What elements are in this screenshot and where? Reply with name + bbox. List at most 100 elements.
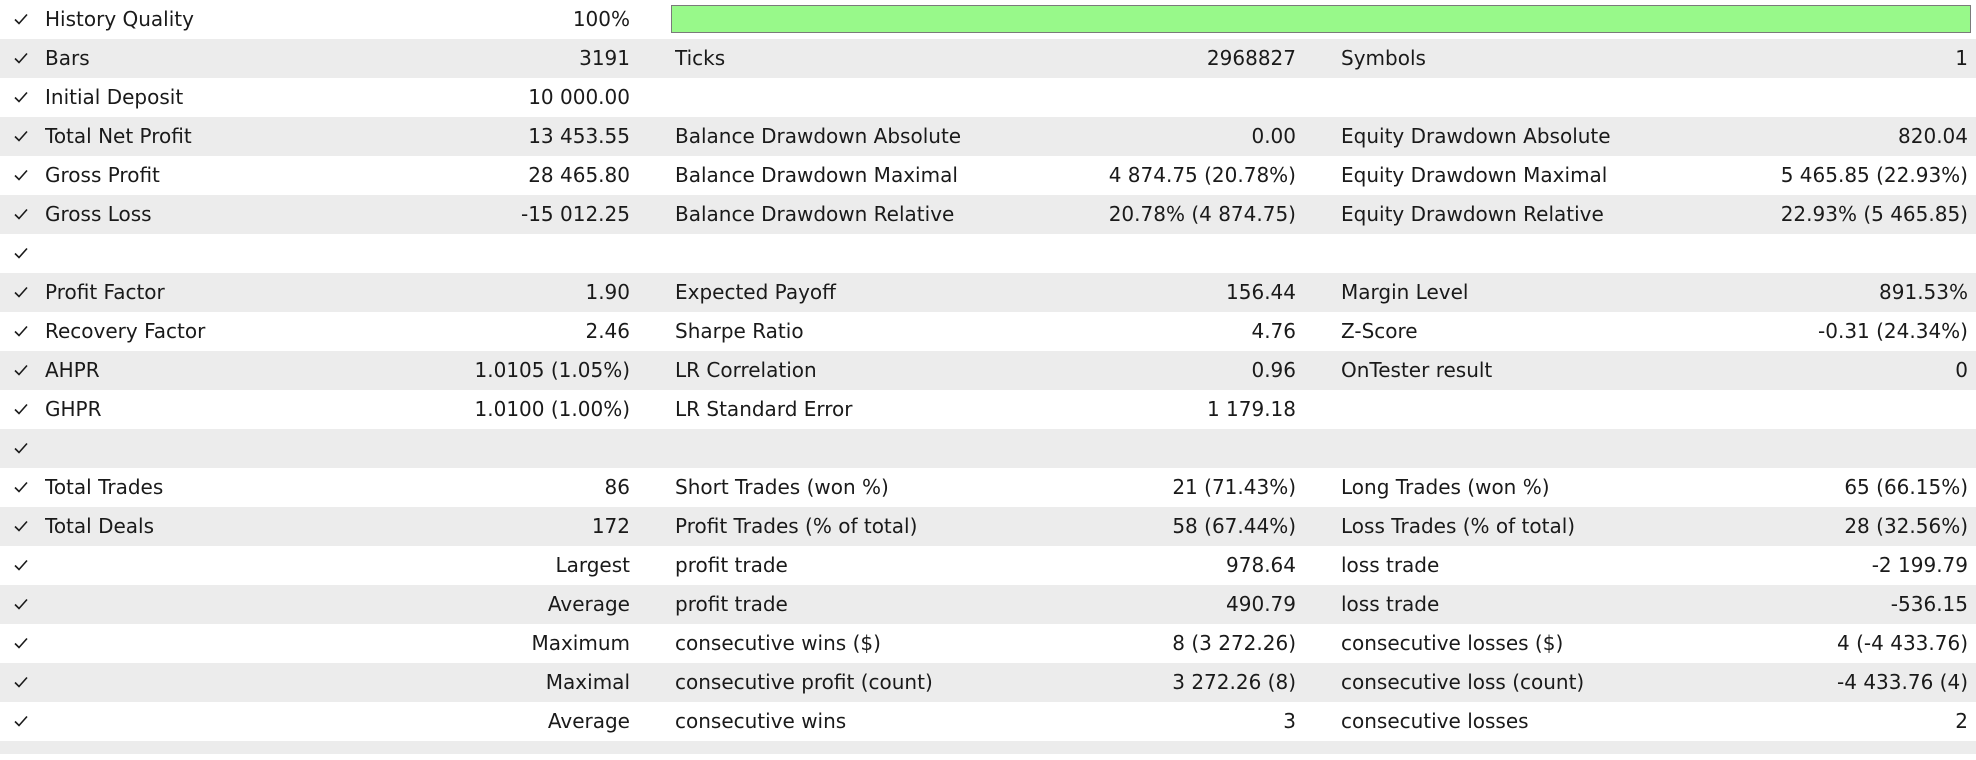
checkmark-icon[interactable]: [14, 468, 32, 507]
checkmark-icon[interactable]: [14, 351, 32, 390]
metric-label: loss trade: [1341, 553, 1440, 577]
report-row[interactable]: Profit Factor 1.90 Expected Payoff 156.44 Ma…: [0, 273, 1976, 312]
metric-value: 2.46: [585, 319, 630, 343]
checkmark-icon[interactable]: [14, 234, 32, 273]
metric-label: LR Standard Error: [675, 397, 853, 421]
metric-value: 5 465.85 (22.93%): [1780, 163, 1968, 187]
metric-value: Average: [547, 709, 630, 733]
metric-value: 58 (67.44%): [1172, 514, 1296, 538]
report-rows: Bars 3191 Ticks 2968827 Symbols 1 Initial Depo…: [0, 39, 1976, 754]
metric-label: profit trade: [675, 553, 788, 577]
metric-value: 820.04: [1898, 124, 1968, 148]
metric-value: Average: [547, 592, 630, 616]
metric-value: 490.79: [1226, 592, 1296, 616]
metric-label: consecutive losses: [1341, 709, 1529, 733]
checkmark-icon[interactable]: [14, 585, 32, 624]
checkmark-icon[interactable]: [14, 117, 32, 156]
checkmark-icon[interactable]: [14, 195, 32, 234]
metric-value: 2: [1955, 709, 1968, 733]
metric-label: Initial Deposit: [45, 85, 184, 109]
metric-value: 10 000.00: [528, 85, 630, 109]
metric-value: -4 433.76 (4): [1837, 670, 1968, 694]
metric-label: Gross Profit: [45, 163, 160, 187]
metric-value: Maximal: [545, 670, 630, 694]
metric-value: 1 179.18: [1206, 397, 1296, 421]
checkmark-icon[interactable]: [14, 312, 32, 351]
metric-label: Recovery Factor: [45, 319, 206, 343]
report-row[interactable]: [0, 429, 1976, 468]
checkmark-icon[interactable]: [14, 156, 32, 195]
report-row[interactable]: Average consecutive wins 3 consecutive loss…: [0, 702, 1976, 741]
metric-label: Sharpe Ratio: [675, 319, 804, 343]
metric-value: 13 453.55: [528, 124, 630, 148]
metric-label: consecutive profit (count): [675, 670, 933, 694]
metric-value: 0: [1955, 358, 1968, 382]
metric-value: 28 465.80: [528, 163, 630, 187]
report-row[interactable]: Maximum consecutive wins ($) 8 (3 272.26) c…: [0, 624, 1976, 663]
metric-value: 891.53%: [1879, 280, 1968, 304]
metric-label: Z-Score: [1341, 319, 1418, 343]
metric-label: consecutive wins: [675, 709, 847, 733]
report-row-history-quality[interactable]: History Quality 100%: [0, 0, 1976, 39]
metric-label: Total Net Profit: [45, 124, 192, 148]
history-quality-bar-fill: [672, 6, 1970, 32]
report-row[interactable]: Total Net Profit 13 453.55 Balance Drawdow…: [0, 117, 1976, 156]
metric-label: Margin Level: [1341, 280, 1469, 304]
report-row[interactable]: Total Deals 172 Profit Trades (% of total)…: [0, 507, 1976, 546]
metric-label: AHPR: [45, 358, 100, 382]
metric-value: 0.96: [1251, 358, 1296, 382]
metric-label: Balance Drawdown Absolute: [675, 124, 962, 148]
metric-value: -2 199.79: [1871, 553, 1968, 577]
metric-value: 21 (71.43%): [1172, 475, 1296, 499]
report-row[interactable]: Total Trades 86 Short Trades (won %) 21 (71…: [0, 468, 1976, 507]
report-row[interactable]: Initial Deposit 10 000.00: [0, 78, 1976, 117]
checkmark-icon[interactable]: [14, 507, 32, 546]
metric-value: 0.00: [1251, 124, 1296, 148]
checkmark-icon[interactable]: [14, 741, 32, 754]
report-row[interactable]: Maximal consecutive profit (count) 3 272.2…: [0, 663, 1976, 702]
history-quality-bar: [671, 5, 1971, 33]
metric-label: Bars: [45, 46, 90, 70]
report-row[interactable]: Bars 3191 Ticks 2968827 Symbols 1: [0, 39, 1976, 78]
report-row[interactable]: Gross Profit 28 465.80 Balance Drawdown Ma…: [0, 156, 1976, 195]
metric-value: 1.0105 (1.05%): [474, 358, 630, 382]
checkmark-icon[interactable]: [14, 0, 32, 39]
report-row[interactable]: [0, 741, 1976, 754]
metric-label: Symbols: [1341, 46, 1426, 70]
history-quality-value: 100%: [572, 7, 630, 31]
report-row[interactable]: Recovery Factor 2.46 Sharpe Ratio 4.76 Z-Sco…: [0, 312, 1976, 351]
report-row[interactable]: Largest profit trade 978.64 loss trade -2 19…: [0, 546, 1976, 585]
checkmark-icon[interactable]: [14, 624, 32, 663]
metric-value: 978.64: [1226, 553, 1296, 577]
checkmark-icon[interactable]: [14, 39, 32, 78]
metric-value: 3 272.26 (8): [1172, 670, 1296, 694]
metric-label: Loss Trades (% of total): [1341, 514, 1576, 538]
report-row[interactable]: Average profit trade 490.79 loss trade -536.…: [0, 585, 1976, 624]
metric-label: Equity Drawdown Maximal: [1341, 163, 1608, 187]
metric-label: Total Deals: [45, 514, 155, 538]
metric-value: 156.44: [1226, 280, 1296, 304]
metric-label: loss trade: [1341, 592, 1440, 616]
metric-label: Equity Drawdown Absolute: [1341, 124, 1611, 148]
metric-label: Total Trades: [45, 475, 164, 499]
metric-label: consecutive wins ($): [675, 631, 881, 655]
metric-label: Ticks: [675, 46, 726, 70]
checkmark-icon[interactable]: [14, 702, 32, 741]
metric-label: Profit Factor: [45, 280, 165, 304]
checkmark-icon[interactable]: [14, 78, 32, 117]
checkmark-icon[interactable]: [14, 546, 32, 585]
report-row[interactable]: [0, 234, 1976, 273]
metric-label: Balance Drawdown Maximal: [675, 163, 958, 187]
report-row[interactable]: AHPR 1.0105 (1.05%) LR Correlation 0.96 OnTe…: [0, 351, 1976, 390]
checkmark-icon[interactable]: [14, 663, 32, 702]
report-row[interactable]: GHPR 1.0100 (1.00%) LR Standard Error 1 179…: [0, 390, 1976, 429]
checkmark-icon[interactable]: [14, 390, 32, 429]
report-row[interactable]: Gross Loss -15 012.25 Balance Drawdown Rel…: [0, 195, 1976, 234]
metric-label: Long Trades (won %): [1341, 475, 1550, 499]
metric-value: 28 (32.56%): [1844, 514, 1968, 538]
metric-value: -0.31 (24.34%): [1818, 319, 1968, 343]
checkmark-icon[interactable]: [14, 429, 32, 468]
metric-value: 172: [591, 514, 630, 538]
metric-value: 8 (3 272.26): [1172, 631, 1296, 655]
checkmark-icon[interactable]: [14, 273, 32, 312]
